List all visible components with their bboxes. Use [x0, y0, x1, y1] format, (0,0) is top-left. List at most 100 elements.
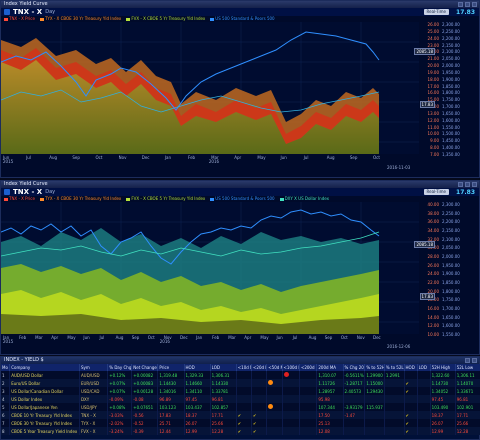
- realtime-button[interactable]: Real-Time: [423, 189, 450, 195]
- table-cell-l52: 1,306.11: [455, 371, 480, 379]
- column-header[interactable]: % Day Chg: [107, 364, 133, 371]
- table-cell-pct200: 2.40573: [343, 387, 366, 395]
- y-tick-label-right: 2,050.00: [442, 245, 460, 251]
- table-cell-to52l: [384, 419, 405, 427]
- table-cell-hod: 26.07: [184, 419, 211, 427]
- legend-item[interactable]: TYX - X CBOE 30 Yr Treasury Yld Index: [39, 16, 122, 22]
- column-header[interactable]: HOD: [184, 364, 211, 371]
- minimize-icon[interactable]: [458, 182, 463, 187]
- y-tick-label-left: 26.00: [427, 22, 439, 27]
- table-cell-c200: [299, 395, 318, 403]
- table-cell-pct200: -1.47: [343, 411, 366, 419]
- column-header[interactable]: Price: [157, 364, 185, 371]
- table-row[interactable]: 2 Euro/US Dollar EUR/USD +0.07% +0.00083 1.14…: [1, 379, 480, 387]
- table-row[interactable]: 4 US Dollar Index DXY -0.09% -0.08 96.89 97.45…: [1, 395, 480, 403]
- watchlist-titlebar[interactable]: INDEX - YIELD $: [1, 357, 479, 364]
- legend-item[interactable]: TNX - X Price: [4, 196, 35, 202]
- y-tick-label-right: 1,400.00: [442, 145, 460, 151]
- maximize-icon[interactable]: [465, 182, 470, 187]
- x-tick-label: Oct: [95, 155, 103, 160]
- symbol-input[interactable]: TNX - X: [13, 8, 43, 16]
- close-icon[interactable]: [472, 182, 477, 187]
- column-header[interactable]: HOD: [404, 364, 418, 371]
- column-header[interactable]: 52H High: [430, 364, 456, 371]
- table-cell-c50: [266, 411, 283, 419]
- column-header[interactable]: % to 52H: [364, 364, 385, 371]
- y-tick: 25.00 2,250.00: [417, 29, 460, 34]
- y-tick-label-right: 1,950.00: [442, 262, 460, 268]
- column-header[interactable]: Net Change: [131, 364, 159, 371]
- table-row[interactable]: 3 US Dollar/Canadian Dollar USD/CAD +0.07% +…: [1, 387, 480, 395]
- y-tick: 19.00 1,950.00: [417, 70, 460, 75]
- legend-item[interactable]: FVX - X CBOE 5 Yr Treasury Yld Index: [126, 196, 205, 202]
- y-tick: 20.00 2,000.00: [417, 63, 460, 68]
- legend-item[interactable]: FVX - X CBOE 5 Yr Treasury Yld Index: [126, 16, 205, 22]
- legend-item[interactable]: DXY X US Dollar Index: [279, 196, 330, 202]
- window-titlebar[interactable]: Index Yield Curve: [1, 181, 479, 188]
- y-tick-label-right: 1,900.00: [442, 271, 460, 277]
- column-header[interactable]: <10d MA: [236, 364, 253, 371]
- column-header[interactable]: % to 52L: [384, 364, 405, 371]
- minimize-icon[interactable]: [465, 358, 470, 363]
- timeframe-select[interactable]: Day: [45, 9, 56, 15]
- legend-swatch: [39, 197, 44, 201]
- legend-swatch: [39, 17, 44, 21]
- table-cell-net: -0.56: [131, 411, 159, 419]
- table-cell-to52h: [364, 395, 385, 403]
- column-header[interactable]: LOD: [417, 364, 431, 371]
- column-header[interactable]: % Chg 200d MA: [343, 364, 366, 371]
- last-price: 17.83: [456, 8, 475, 16]
- table-row[interactable]: 8 CBOE 5 Year Treasury Yield Index FVX - X…: [1, 427, 480, 435]
- window-titlebar[interactable]: Index Yield Curve: [1, 1, 479, 8]
- price-chart[interactable]: [1, 202, 419, 334]
- table-cell-to52l: [384, 427, 405, 435]
- column-header[interactable]: LOD: [210, 364, 237, 371]
- column-header[interactable]: 52L Low: [455, 364, 480, 371]
- y-tick-label-left: 24.00: [427, 271, 439, 277]
- watchlist-table: Mo Company Sym% Day Chg Net Change Price HOD L…: [1, 364, 480, 435]
- minimize-icon[interactable]: [458, 2, 463, 7]
- table-cell-sym: AUD/USD: [79, 371, 109, 379]
- y-tick-label-left: 40.00: [427, 202, 439, 207]
- column-header[interactable]: Mo: [1, 364, 11, 371]
- x-tick-label: Sep: [349, 155, 358, 160]
- price-marker-tnx: 17.83: [419, 101, 435, 108]
- table-cell-ma200: 12.08: [316, 427, 344, 435]
- column-header[interactable]: Company: [9, 364, 80, 371]
- legend-item[interactable]: TYX - X CBOE 30 Yr Treasury Yld Index: [39, 196, 121, 202]
- timeframe-select[interactable]: Day: [45, 189, 56, 195]
- last-price: 17.83: [456, 188, 475, 196]
- column-header[interactable]: Sym: [79, 364, 109, 371]
- table-row[interactable]: 5 US Dollar/Japanese Yen USD/JPY +0.08% +0.0…: [1, 403, 480, 411]
- price-marker-spx: 2085.18: [414, 241, 435, 248]
- column-header[interactable]: <200d MA: [299, 364, 318, 371]
- x-tick-label: Apr: [51, 335, 59, 340]
- x-tick-label: Dec: [141, 155, 150, 160]
- y-tick: 23.00 2,150.00: [417, 43, 460, 48]
- realtime-button[interactable]: Real-Time: [423, 9, 450, 15]
- window-controls: [458, 181, 479, 188]
- watchlist-title: INDEX - YIELD $: [4, 357, 44, 363]
- table-row[interactable]: 1 AUD/USD Dollar AUD/USD +0.12% +0.00082 1,31…: [1, 371, 480, 379]
- legend-item[interactable]: US 500 Standard & Poors 500: [210, 16, 275, 22]
- column-header[interactable]: <50d MA: [266, 364, 283, 371]
- legend-label: TYX - X CBOE 30 Yr Treasury Yld Index: [44, 16, 122, 21]
- window-controls: [465, 357, 479, 364]
- close-icon[interactable]: [472, 2, 477, 7]
- legend-item[interactable]: TNX - X Price: [4, 16, 35, 22]
- maximize-icon[interactable]: [465, 2, 470, 7]
- y-tick-label-right: 2,000.00: [442, 254, 460, 259]
- table-cell-to52h: 1.15000: [364, 379, 385, 387]
- x-tick-label: Oct: [147, 335, 155, 340]
- y-tick-label-left: 19.00: [427, 69, 439, 75]
- legend-item[interactable]: US 500 Standard & Poors 500: [210, 196, 275, 202]
- column-header[interactable]: <100d MA: [282, 364, 300, 371]
- legend-label: DXY X US Dollar Index: [284, 196, 330, 201]
- column-header[interactable]: 200d MA: [316, 364, 344, 371]
- table-row[interactable]: 6 CBOE 10 Yr Treasury Yld Index TNX - X -3.…: [1, 411, 480, 419]
- price-chart[interactable]: [1, 22, 419, 154]
- column-header[interactable]: <20d MA: [251, 364, 268, 371]
- table-row[interactable]: 7 CBOE 30 Yr Treasury Yld Index TYX - X -2.…: [1, 419, 480, 427]
- close-icon[interactable]: [472, 358, 477, 363]
- symbol-input[interactable]: TNX - X: [13, 188, 43, 196]
